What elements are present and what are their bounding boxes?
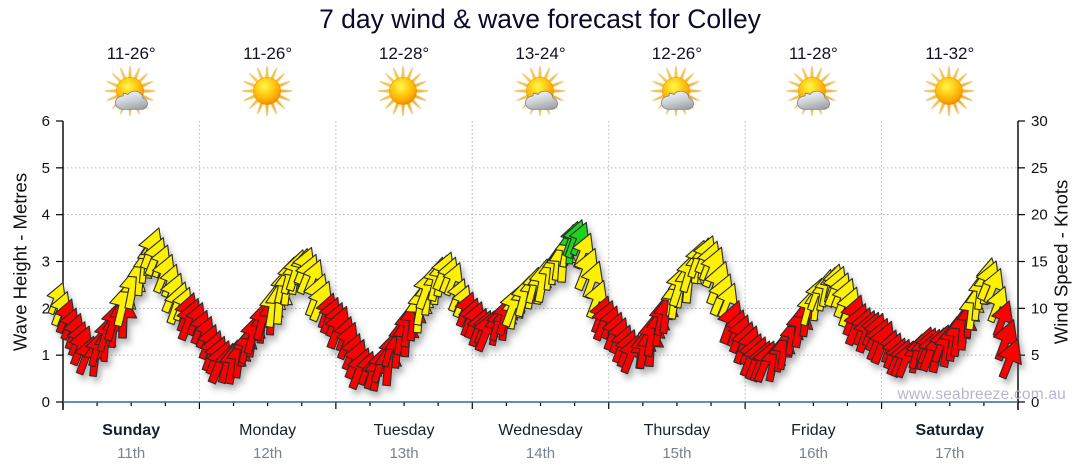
svg-text:6: 6 bbox=[42, 113, 50, 130]
svg-text:3: 3 bbox=[42, 254, 50, 271]
svg-text:10: 10 bbox=[1031, 300, 1048, 317]
svg-text:5: 5 bbox=[1031, 347, 1039, 364]
svg-text:15: 15 bbox=[1031, 254, 1048, 271]
svg-text:25: 25 bbox=[1031, 160, 1048, 177]
svg-text:20: 20 bbox=[1031, 207, 1048, 224]
svg-text:1: 1 bbox=[42, 347, 50, 364]
svg-text:30: 30 bbox=[1031, 113, 1048, 130]
svg-text:4: 4 bbox=[42, 207, 50, 224]
svg-text:0: 0 bbox=[42, 394, 50, 411]
svg-text:5: 5 bbox=[42, 160, 50, 177]
svg-text:2: 2 bbox=[42, 300, 50, 317]
